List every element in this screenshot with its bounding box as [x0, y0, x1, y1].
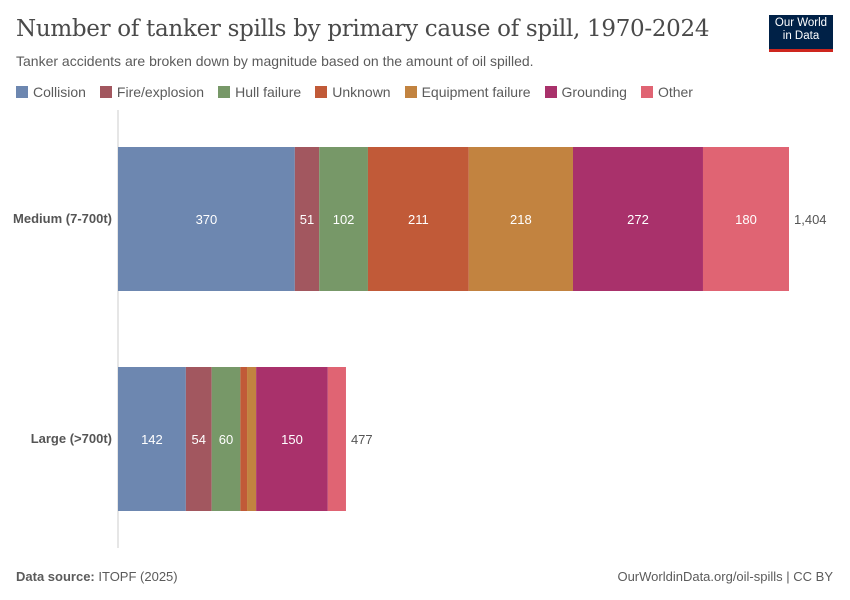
legend-item[interactable]: Equipment failure	[404, 84, 531, 100]
data-label: 211	[408, 212, 429, 227]
bar-segment	[468, 147, 573, 291]
legend-label: Equipment failure	[421, 84, 531, 100]
bar-segment	[319, 147, 368, 291]
footer-url[interactable]: OurWorldinData.org/oil-spills | CC BY	[617, 569, 833, 584]
total-label: 1,404	[794, 212, 827, 227]
source-value: ITOPF (2025)	[98, 569, 178, 584]
legend-item[interactable]: Other	[640, 84, 693, 100]
data-label: 272	[627, 212, 649, 227]
legend-label: Unknown	[332, 84, 391, 100]
chart-subtitle: Tanker accidents are broken down by magn…	[16, 53, 534, 69]
legend-item[interactable]: Grounding	[544, 84, 627, 100]
legend-item[interactable]: Hull failure	[218, 84, 301, 100]
bar-segment	[247, 367, 257, 511]
legend-swatch	[16, 86, 28, 98]
legend-swatch	[218, 86, 231, 98]
bar-segment	[211, 367, 241, 511]
source-label: Data source:	[16, 569, 95, 584]
data-label: 54	[192, 432, 206, 447]
data-label: 150	[281, 432, 303, 447]
bar-segment	[118, 147, 295, 291]
bar-segment	[118, 367, 186, 511]
bar-segment	[240, 367, 248, 511]
bar-segment	[294, 147, 320, 291]
chart-title: Number of tanker spills by primary cause…	[16, 16, 710, 42]
bar-segment	[185, 367, 212, 511]
data-label: 102	[333, 212, 355, 227]
legend-swatch	[544, 86, 557, 98]
data-label: 142	[141, 432, 163, 447]
data-label: 60	[219, 432, 233, 447]
legend-swatch	[99, 86, 112, 98]
category-label: Large (>700t)	[31, 431, 112, 446]
legend-swatch	[640, 86, 653, 98]
bar-segment	[702, 147, 789, 291]
legend-item[interactable]: Unknown	[315, 84, 391, 100]
legend-label: Fire/explosion	[116, 84, 205, 100]
data-label: 51	[300, 212, 314, 227]
bar-segment	[367, 147, 469, 291]
legend-label: Collision	[33, 84, 86, 100]
data-label: 218	[510, 212, 532, 227]
legend-swatch	[315, 86, 328, 98]
legend-label: Other	[657, 84, 693, 100]
legend: Collision Fire/explosion Hull failure Unkno…	[16, 84, 693, 100]
bar-segment	[327, 367, 346, 511]
bar-segment	[256, 367, 328, 511]
category-label: Medium (7-700t)	[13, 211, 112, 226]
data-label: 370	[196, 212, 218, 227]
owid-logo[interactable]: Our World in Data	[769, 15, 833, 52]
total-label: 477	[351, 432, 373, 447]
data-label: 180	[735, 212, 757, 227]
data-source: Data source: ITOPF (2025)	[16, 569, 178, 584]
legend-item[interactable]: Collision	[16, 84, 86, 100]
legend-label: Hull failure	[235, 84, 302, 100]
bar-segment	[572, 147, 703, 291]
legend-swatch	[404, 86, 417, 98]
legend-item[interactable]: Fire/explosion	[99, 84, 205, 100]
legend-label: Grounding	[561, 84, 627, 100]
